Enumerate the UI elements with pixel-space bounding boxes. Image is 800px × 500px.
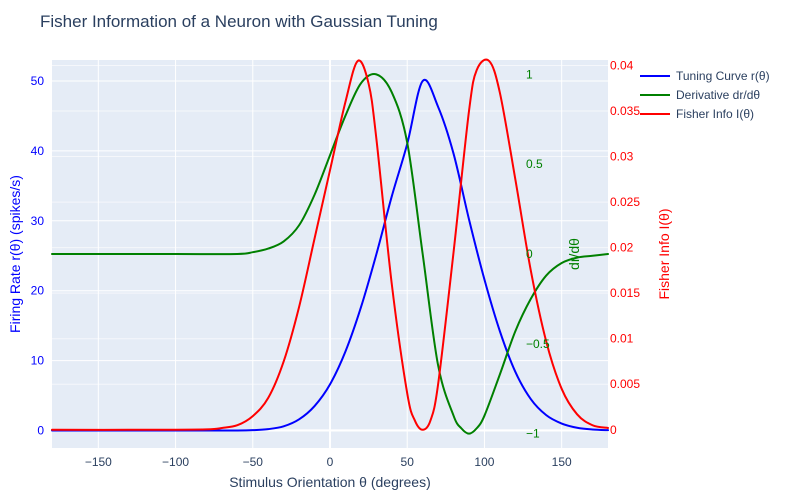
y2-tick-label: 0.02 [610,241,634,255]
x-tick-label: 0 [327,455,334,469]
y2-tick-label: 0.015 [610,286,640,300]
x-tick-label: −100 [162,455,189,469]
tick-labels: −150 −100 −50 0 50 100 1500102030405000.0050.0… [31,58,641,469]
y2-tick-label: 0.04 [610,58,634,72]
legend-item-fisher[interactable]: Fisher Info I(θ) [640,104,770,123]
y3-tick-label: 0.5 [526,157,543,171]
x-tick-label: 100 [474,455,494,469]
y2-tick-label: 0.03 [610,150,634,164]
y3-tick-label: −0.5 [526,337,550,351]
x-tick-label: −150 [85,455,112,469]
legend-label-tuning: Tuning Curve r(θ) [676,68,770,83]
y-tick-label: 10 [31,354,45,368]
y-tick-label: 50 [31,74,45,88]
y2-tick-label: 0.035 [610,104,640,118]
legend-label-fisher: Fisher Info I(θ) [676,106,755,121]
x-tick-label: −50 [243,455,264,469]
y3-tick-label: 1 [526,67,533,81]
x-axis-label: Stimulus Orientation θ (degrees) [229,474,431,490]
y2-axis-label: Fisher Info I(θ) [656,208,672,300]
legend: Tuning Curve r(θ) Derivative dr/dθ Fishe… [640,66,770,123]
derivative-line [51,73,609,435]
y-tick-label: 20 [31,284,45,298]
x-tick-label: 50 [401,455,415,469]
y-tick-label: 0 [37,424,44,438]
y-tick-label: 40 [31,144,45,158]
legend-swatch-fisher [640,112,670,115]
y3-tick-label: 0 [526,247,533,261]
y2-tick-label: 0.005 [610,377,640,391]
legend-item-tuning[interactable]: Tuning Curve r(θ) [640,66,770,85]
y2-tick-label: 0.01 [610,332,634,346]
y-axis-label: Firing Rate r(θ) (spikes/s) [7,175,23,333]
y3-axis-label: dr/dθ [566,238,582,270]
tuning-curve-line [51,78,609,432]
y-tick-label: 30 [31,214,45,228]
legend-label-derivative: Derivative dr/dθ [676,87,761,102]
y3-tick-label: −1 [526,427,540,441]
series-lines [51,58,609,435]
y2-tick-label: 0 [610,423,617,437]
legend-swatch-tuning [640,74,670,77]
legend-swatch-derivative [640,93,670,96]
fisher-info-line [51,58,609,431]
chart-title: Fisher Information of a Neuron with Gaus… [40,12,438,31]
x-tick-label: 150 [552,455,572,469]
legend-item-derivative[interactable]: Derivative dr/dθ [640,85,770,104]
y2-tick-label: 0.025 [610,195,640,209]
